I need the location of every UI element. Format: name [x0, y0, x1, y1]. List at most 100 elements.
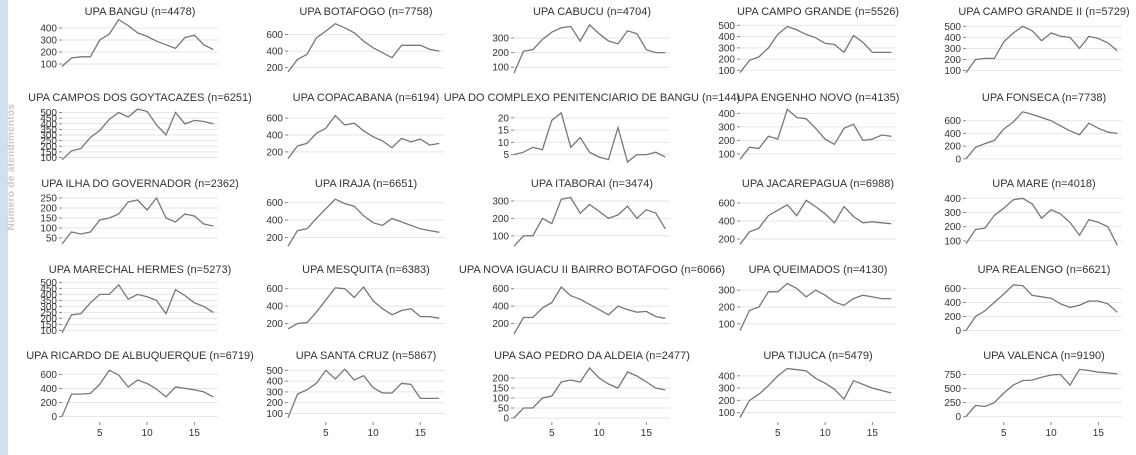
- panel-17: UPA MESQUITA (n=6383) 200 400 600: [266, 264, 444, 330]
- y-tick-label: 400: [718, 217, 735, 228]
- x-tick-label: 5: [323, 428, 329, 439]
- y-tick-label: 100: [944, 236, 961, 247]
- series-line: [739, 199, 892, 245]
- y-tick-label: 200: [266, 147, 283, 158]
- panel-title: UPA SAO PEDRO DA ALDEIA (n=2477): [494, 350, 690, 362]
- y-tick-label: 600: [266, 114, 283, 125]
- y-tick-label: 200: [718, 235, 735, 246]
- panel-2: UPA BOTAFOGO (n=7758) 200 400 600: [266, 6, 444, 74]
- y-tick-label: 400: [40, 290, 57, 301]
- y-tick-label: 150: [40, 214, 57, 225]
- x-tick-label: 10: [820, 428, 832, 439]
- y-tick-label: 500: [40, 278, 57, 289]
- y-tick-label: 500: [40, 108, 57, 119]
- y-tick-label: 5: [503, 150, 509, 161]
- y-tick-label: 0: [503, 414, 509, 425]
- panel-14: UPA JACAREPAGUA (n=6988) 200 400 600: [718, 178, 896, 246]
- x-tick-label: 10: [1046, 428, 1058, 439]
- panel-title: UPA COPACABANA (n=6194): [293, 92, 440, 104]
- y-tick-label: 100: [944, 66, 961, 77]
- y-tick-label: 250: [40, 308, 57, 319]
- y-tick-label: 400: [492, 302, 509, 313]
- y-tick-label: 600: [718, 199, 735, 210]
- x-tick-label: 15: [1093, 428, 1105, 439]
- series-line: [965, 25, 1118, 74]
- y-tick-label: 600: [266, 198, 283, 209]
- y-tick-label: 600: [944, 284, 961, 295]
- y-tick-label: 300: [266, 387, 283, 398]
- y-tick-label: 300: [718, 122, 735, 133]
- y-tick-label: 400: [266, 47, 283, 58]
- y-tick-label: 100: [718, 149, 735, 160]
- panel-title: UPA CAMPO GRANDE (n=5526): [737, 6, 899, 18]
- y-tick-label: 200: [718, 303, 735, 314]
- y-tick-label: 450: [40, 284, 57, 295]
- y-tick-label: 750: [944, 370, 961, 381]
- y-tick-label: 400: [40, 384, 57, 395]
- panel-title: UPA BOTAFOGO (n=7758): [299, 6, 432, 18]
- y-tick-label: 200: [266, 233, 283, 244]
- y-tick-label: 200: [266, 319, 283, 330]
- panel-title: UPA MARECHAL HERMES (n=5273): [49, 264, 231, 276]
- y-tick-label: 400: [266, 377, 283, 388]
- series-line: [287, 198, 440, 247]
- panel-12: UPA IRAJA (n=6651) 200 400 600: [266, 178, 444, 247]
- y-tick-label: 200: [266, 398, 283, 409]
- y-tick-label: 300: [718, 286, 735, 297]
- y-tick-label: 150: [40, 320, 57, 331]
- series-line: [739, 367, 892, 418]
- series-line: [739, 282, 892, 331]
- series-line: [61, 18, 214, 67]
- y-tick-label: 150: [40, 147, 57, 158]
- series-line: [965, 368, 1118, 418]
- panel-title: UPA CABUCU (n=4704): [533, 6, 651, 18]
- left-edge-strip: [0, 0, 8, 455]
- y-tick-label: 300: [944, 208, 961, 219]
- y-tick-label: 200: [492, 319, 509, 330]
- series-line: [965, 197, 1118, 246]
- series-line: [287, 22, 440, 73]
- y-tick-label: 100: [40, 60, 57, 71]
- panel-19: UPA QUEIMADOS (n=4130) 100 200 300: [718, 264, 896, 331]
- panel-title: UPA MARE (n=4018): [992, 178, 1095, 190]
- panel-3: UPA CABUCU (n=4704) 100 200 300: [492, 6, 670, 74]
- panel-title: UPA CAMPO GRANDE II (n=5729): [958, 6, 1129, 18]
- series-line: [61, 283, 214, 334]
- panel-8: UPA DO COMPLEXO PENITENCIARIO DE BANGU (…: [444, 92, 740, 164]
- panel-18: UPA NOVA IGUACU II BAIRRO BOTAFOGO (n=60…: [459, 264, 725, 335]
- y-tick-label: 15: [498, 126, 510, 137]
- series-line: [513, 111, 666, 164]
- series-line: [513, 196, 666, 247]
- y-tick-label: 600: [40, 370, 57, 381]
- y-tick-label: 100: [718, 408, 735, 419]
- series-line: [513, 23, 666, 74]
- x-tick-label: 10: [368, 428, 380, 439]
- series-line: [61, 196, 214, 245]
- y-tick-label: 400: [40, 24, 57, 35]
- x-tick-label: 10: [594, 428, 606, 439]
- y-tick-label: 200: [944, 222, 961, 233]
- series-line: [513, 285, 666, 335]
- y-tick-label: 100: [492, 63, 509, 74]
- y-tick-label: 200: [492, 374, 509, 385]
- y-tick-label: 100: [40, 224, 57, 235]
- panel-title: UPA MESQUITA (n=6383): [302, 264, 430, 276]
- x-tick-label: 15: [867, 428, 879, 439]
- y-tick-label: 200: [492, 48, 509, 59]
- y-tick-label: 450: [40, 114, 57, 125]
- y-tick-label: 200: [492, 214, 509, 225]
- panel-title: UPA QUEIMADOS (n=4130): [749, 264, 888, 276]
- y-tick-label: 100: [492, 231, 509, 242]
- panel-title: UPA SANTA CRUZ (n=5867): [296, 350, 437, 362]
- y-tick-label: 400: [944, 129, 961, 140]
- y-tick-label: 200: [718, 396, 735, 407]
- panel-11: UPA ILHA DO GOVERNADOR (n=2362)501001502…: [40, 178, 238, 245]
- y-tick-label: 300: [718, 384, 735, 395]
- panel-23: UPA SAO PEDRO DA ALDEIA (n=2477)05010015…: [492, 350, 690, 439]
- y-tick-label: 0: [955, 326, 961, 337]
- y-tick-label: 400: [944, 194, 961, 205]
